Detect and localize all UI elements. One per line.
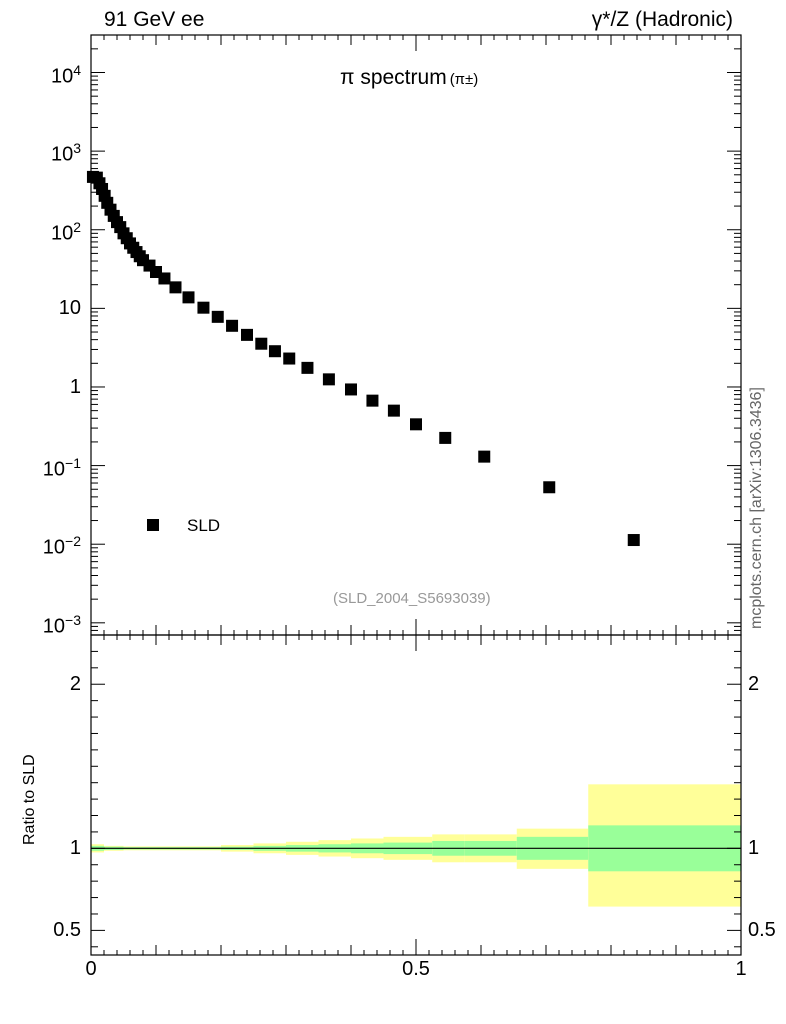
ratio-y-tick-label-right: 0.5 bbox=[748, 919, 776, 942]
analysis-id-label: (SLD_2004_S5693039) bbox=[333, 590, 491, 607]
legend-label: SLD bbox=[187, 516, 221, 535]
x-tick-label: 1 bbox=[735, 958, 747, 980]
y-tick-label: 10−3 bbox=[43, 612, 81, 639]
plot-title-main: π spectrum bbox=[340, 66, 447, 89]
y-tick-base: 1 bbox=[69, 375, 81, 398]
ratio-y-tick-label: 2 bbox=[69, 673, 81, 696]
data-point bbox=[478, 450, 491, 463]
ratio-y-tick-label-right: 2 bbox=[748, 673, 760, 696]
data-point bbox=[322, 373, 335, 386]
y-tick-exponent: −1 bbox=[65, 454, 81, 471]
y-tick-label: 103 bbox=[51, 140, 81, 167]
data-point bbox=[366, 394, 379, 407]
data-point bbox=[268, 345, 281, 358]
y-tick-exponent: −3 bbox=[65, 611, 81, 628]
x-tick-label: 0.5 bbox=[402, 958, 430, 980]
y-tick-base: 10 bbox=[42, 536, 66, 559]
y-tick-base: 10 bbox=[42, 615, 66, 638]
data-point bbox=[627, 534, 640, 547]
y-tick-label: 10−1 bbox=[43, 455, 81, 482]
lower-panel-frame bbox=[90, 634, 742, 956]
y-tick-base: 10 bbox=[58, 297, 81, 320]
x-tick-label: 0 bbox=[85, 958, 97, 980]
data-point bbox=[345, 383, 357, 396]
y-tick-exponent: 3 bbox=[73, 140, 81, 157]
sld-data-series bbox=[86, 170, 640, 547]
y-tick-exponent: 2 bbox=[73, 218, 81, 235]
y-tick-label: 1 bbox=[70, 376, 81, 399]
data-point bbox=[197, 301, 210, 314]
header-left-label: 91 GeV ee bbox=[104, 8, 205, 31]
y-tick-exponent: −2 bbox=[65, 533, 81, 550]
ratio-y-tick-label: 1 bbox=[69, 837, 81, 860]
y-tick-label: 102 bbox=[51, 219, 81, 246]
data-point bbox=[169, 281, 182, 294]
y-tick-label: 10−2 bbox=[43, 533, 81, 560]
data-point bbox=[387, 404, 400, 417]
data-point bbox=[226, 319, 239, 332]
data-point bbox=[241, 328, 253, 341]
data-point bbox=[543, 481, 556, 494]
y-tick-base: 10 bbox=[50, 65, 74, 88]
ratio-y-tick-label-right: 1 bbox=[748, 837, 760, 860]
data-point bbox=[211, 310, 224, 323]
data-point bbox=[301, 361, 314, 374]
data-point bbox=[182, 291, 195, 304]
plot-title-sub: (π±) bbox=[449, 71, 479, 88]
y-tick-base: 10 bbox=[50, 143, 74, 166]
data-point bbox=[410, 418, 422, 431]
y-tick-base: 10 bbox=[50, 222, 74, 245]
data-point bbox=[255, 337, 268, 350]
y-tick-exponent: 4 bbox=[73, 61, 81, 78]
data-point bbox=[283, 352, 296, 365]
ratio-y-tick-label: 0.5 bbox=[53, 919, 81, 942]
y-tick-base: 10 bbox=[42, 458, 66, 481]
watermark-label: mcplots.cern.ch [arXiv:1306.3436] bbox=[748, 387, 765, 629]
upper-panel-frame bbox=[90, 34, 742, 636]
plot-title: π spectrum (π±) bbox=[340, 66, 478, 90]
header-right-label: γ*/Z (Hadronic) bbox=[591, 8, 733, 31]
data-point bbox=[439, 431, 452, 444]
data-point bbox=[158, 272, 171, 285]
ratio-bands bbox=[91, 784, 741, 907]
ratio-axis-label: Ratio to SLD bbox=[21, 754, 38, 845]
legend-marker bbox=[147, 519, 159, 531]
y-tick-label: 10 bbox=[59, 297, 81, 320]
y-tick-label: 104 bbox=[51, 62, 81, 89]
